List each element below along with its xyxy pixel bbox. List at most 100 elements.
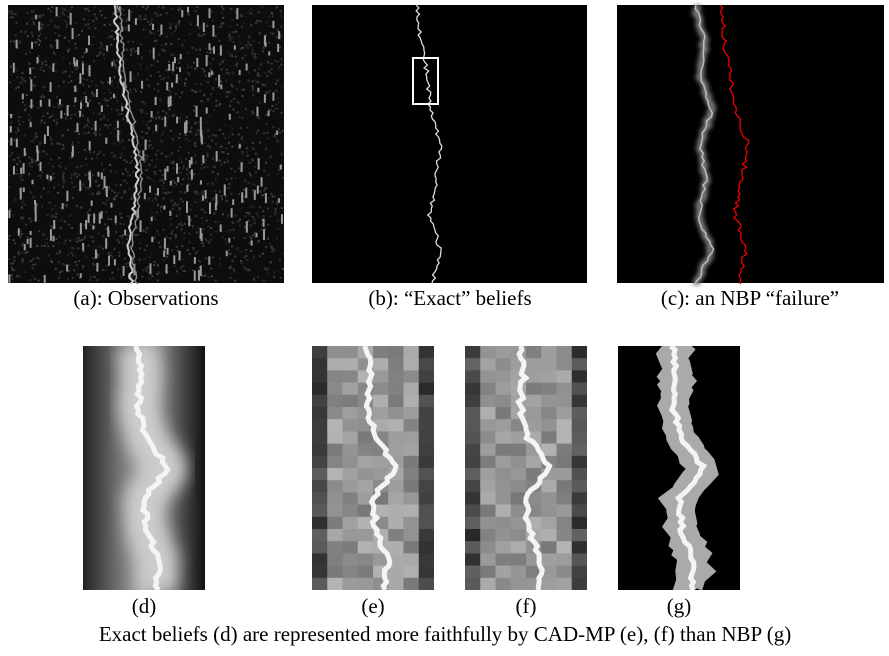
noise [70, 25, 73, 28]
cell [541, 480, 557, 493]
noise [192, 269, 195, 272]
cell [510, 480, 527, 493]
cell [495, 553, 511, 566]
noise [87, 23, 90, 26]
noise [75, 35, 78, 38]
zoom-box [412, 57, 439, 105]
noise [261, 252, 264, 255]
noise-spike [30, 79, 33, 92]
noise [267, 174, 270, 177]
noise [134, 90, 137, 93]
cell [403, 577, 419, 590]
noise [274, 132, 277, 135]
noise [271, 250, 274, 253]
cell [342, 480, 358, 493]
noise-spike [233, 45, 236, 50]
noise [51, 165, 54, 168]
noise-spike [124, 229, 127, 236]
cell [556, 394, 572, 408]
noise [151, 275, 154, 278]
noise [8, 258, 11, 261]
noise [32, 67, 35, 70]
noise [204, 274, 207, 277]
noise [187, 232, 190, 235]
noise [44, 60, 47, 63]
noise [39, 141, 42, 144]
cell [465, 516, 481, 530]
noise [62, 176, 65, 179]
cell [510, 455, 527, 469]
noise-spike [164, 116, 167, 127]
noise [110, 43, 113, 46]
noise [178, 77, 181, 80]
cell [571, 529, 587, 542]
noise [41, 171, 44, 174]
noise [266, 75, 269, 78]
cell [465, 419, 481, 432]
noise [227, 52, 230, 55]
noise [249, 224, 252, 227]
noise [51, 215, 54, 218]
noise-spike [208, 202, 211, 214]
noise [147, 197, 150, 200]
noise [159, 75, 162, 78]
noise [20, 30, 23, 33]
noise [229, 125, 232, 128]
noise [165, 155, 168, 158]
noise [33, 139, 36, 142]
cell [480, 541, 496, 554]
cell [312, 492, 328, 505]
noise [94, 27, 97, 30]
noise [244, 107, 247, 110]
noise [165, 35, 168, 38]
noise-spike [232, 199, 235, 205]
cell [418, 516, 434, 530]
noise [232, 268, 235, 271]
noise [231, 221, 234, 224]
noise [144, 14, 147, 17]
noise [222, 8, 225, 11]
noise [149, 74, 152, 77]
noise [74, 238, 77, 241]
noise [114, 67, 117, 70]
noise-spike [164, 168, 167, 181]
noise [84, 23, 87, 26]
noise [109, 131, 112, 134]
noise [120, 196, 123, 199]
noise [281, 130, 284, 133]
noise [251, 234, 254, 237]
noise-spike [219, 224, 222, 232]
noise [112, 11, 115, 14]
noise [149, 50, 152, 53]
noise [17, 156, 20, 159]
noise [91, 91, 94, 94]
noise [137, 233, 140, 236]
noise [31, 10, 34, 13]
noise [278, 131, 281, 134]
noise [272, 110, 275, 113]
noise-spike [185, 127, 188, 134]
noise [64, 70, 67, 73]
noise [8, 10, 11, 13]
noise [214, 178, 217, 181]
noise [193, 90, 196, 93]
noise [280, 15, 283, 18]
noise-spike [272, 92, 275, 101]
noise-spike [160, 24, 163, 35]
noise [13, 139, 16, 142]
noise [54, 216, 57, 219]
noise [84, 235, 87, 238]
noise [195, 133, 198, 136]
cell [571, 443, 587, 457]
noise [149, 143, 152, 146]
noise [125, 48, 128, 51]
noise [254, 235, 257, 238]
noise [16, 76, 19, 79]
noise [194, 162, 197, 165]
noise-spike [190, 157, 193, 165]
cell [327, 394, 343, 408]
noise [233, 270, 236, 273]
noise [36, 203, 39, 206]
cell [541, 565, 557, 579]
noise [88, 208, 91, 211]
